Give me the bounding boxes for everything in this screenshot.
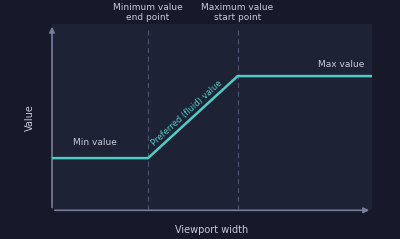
Text: Minimum value
end point: Minimum value end point	[113, 3, 183, 22]
Text: Max value: Max value	[318, 60, 364, 69]
Text: Min value: Min value	[73, 138, 117, 147]
Text: Value: Value	[25, 104, 35, 130]
Text: Maximum value
start point: Maximum value start point	[202, 3, 274, 22]
Text: Viewport width: Viewport width	[175, 225, 249, 235]
Text: Preferred (fluid) value: Preferred (fluid) value	[149, 79, 224, 148]
